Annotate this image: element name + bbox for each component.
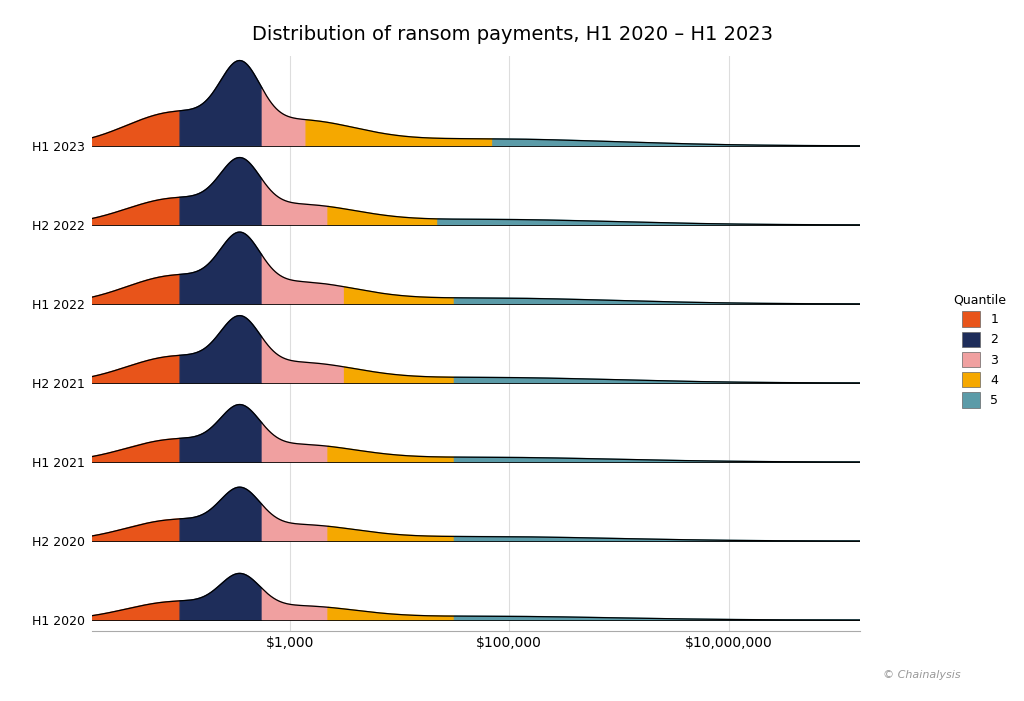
Polygon shape xyxy=(92,111,180,146)
Polygon shape xyxy=(262,423,328,462)
Polygon shape xyxy=(92,355,180,383)
Text: Distribution of ransom payments, H1 2020 – H1 2023: Distribution of ransom payments, H1 2020… xyxy=(252,25,772,43)
Polygon shape xyxy=(180,315,262,383)
Polygon shape xyxy=(180,404,262,462)
Polygon shape xyxy=(344,287,454,304)
Polygon shape xyxy=(455,377,860,383)
Polygon shape xyxy=(180,158,262,225)
Polygon shape xyxy=(92,275,180,304)
Polygon shape xyxy=(438,219,860,225)
Polygon shape xyxy=(180,573,262,620)
Polygon shape xyxy=(493,139,860,146)
Polygon shape xyxy=(180,60,262,146)
Polygon shape xyxy=(92,519,180,541)
Polygon shape xyxy=(262,89,306,146)
Legend: 1, 2, 3, 4, 5: 1, 2, 3, 4, 5 xyxy=(947,287,1013,414)
Polygon shape xyxy=(262,338,344,383)
Polygon shape xyxy=(455,616,860,620)
Polygon shape xyxy=(306,120,493,146)
Polygon shape xyxy=(180,487,262,541)
Polygon shape xyxy=(92,438,180,462)
Polygon shape xyxy=(262,179,328,225)
Polygon shape xyxy=(262,505,328,541)
Polygon shape xyxy=(92,601,180,620)
Polygon shape xyxy=(455,536,860,541)
Polygon shape xyxy=(455,298,860,304)
Text: © Chainalysis: © Chainalysis xyxy=(883,670,961,680)
Polygon shape xyxy=(328,206,437,225)
Polygon shape xyxy=(180,232,262,304)
Polygon shape xyxy=(328,526,454,541)
Polygon shape xyxy=(92,197,180,225)
Polygon shape xyxy=(262,256,344,304)
Polygon shape xyxy=(344,367,454,383)
Polygon shape xyxy=(262,589,328,620)
Polygon shape xyxy=(328,447,454,462)
Polygon shape xyxy=(455,457,860,462)
Polygon shape xyxy=(328,607,454,620)
